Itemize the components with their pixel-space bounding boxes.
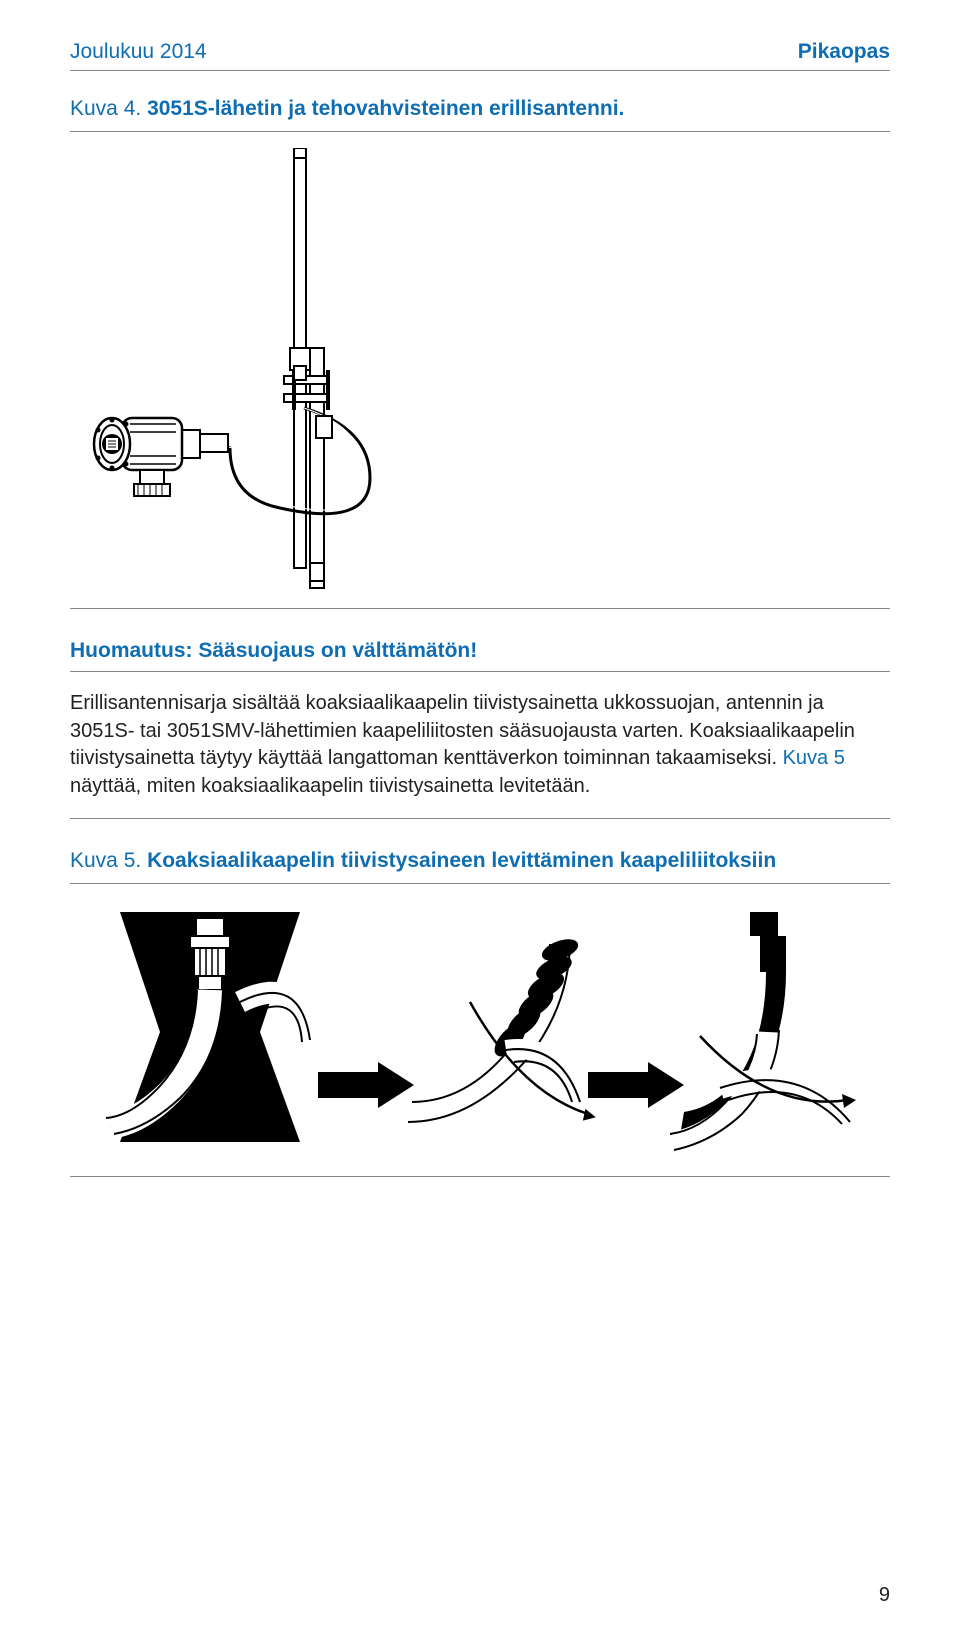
note-text-pre: Erillisantennisarja sisältää koaksiaalik…: [70, 692, 855, 769]
figure-5-title: Koaksiaalikaapelin tiivistysaineen levit…: [147, 849, 776, 872]
figure-5-illustration: [70, 884, 890, 1176]
note-text-post: näyttää, miten koaksiaalikaapelin tiivis…: [70, 775, 590, 797]
page-number: 9: [879, 1584, 890, 1607]
figure-4-number: Kuva 4.: [70, 97, 141, 120]
divider: [70, 70, 890, 71]
header-doc-type: Pikaopas: [798, 40, 890, 64]
divider: [70, 608, 890, 609]
figure-4-caption: Kuva 4. 3051S-lähetin ja tehovahvisteine…: [70, 97, 890, 121]
figure-5-caption: Kuva 5. Koaksiaalikaapelin tiivistysaine…: [70, 849, 890, 873]
arrow-icon: [588, 1062, 684, 1108]
header-date: Joulukuu 2014: [70, 40, 207, 64]
note-title: Huomautus: Sääsuojaus on välttämätön!: [70, 639, 890, 663]
figure-4-illustration: [70, 138, 890, 608]
note-body: Erillisantennisarja sisältää koaksiaalik…: [70, 690, 890, 800]
arrow-icon: [318, 1062, 414, 1108]
divider: [70, 1176, 890, 1177]
figure-4-title: 3051S-lähetin ja tehovahvisteinen erilli…: [147, 97, 624, 120]
figure-5-number: Kuva 5.: [70, 849, 141, 872]
divider: [70, 131, 890, 132]
note-figure-ref: Kuva 5: [783, 747, 845, 769]
